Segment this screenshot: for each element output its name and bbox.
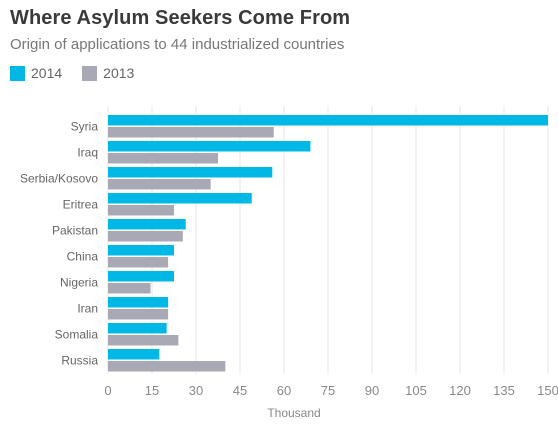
bar-2014-somalia <box>108 323 167 334</box>
bar-2014-pakistan <box>108 219 186 230</box>
category-label: Serbia/Kosovo <box>20 172 98 186</box>
x-tick-label: 135 <box>493 383 515 398</box>
bar-2014-russia <box>108 349 159 360</box>
x-tick-label: 45 <box>233 383 247 398</box>
bar-2014-nigeria <box>108 271 174 282</box>
bar-2014-serbia-kosovo <box>108 167 272 178</box>
bar-2013-eritrea <box>108 205 174 216</box>
bar-2013-syria <box>108 127 274 138</box>
bar-2014-eritrea <box>108 193 252 204</box>
category-label: China <box>67 250 99 264</box>
category-label: Somalia <box>55 328 99 342</box>
bar-2013-russia <box>108 361 225 372</box>
category-label: Eritrea <box>63 198 99 212</box>
x-tick-label: 150 <box>537 383 558 398</box>
x-tick-label: 105 <box>405 383 427 398</box>
x-tick-label: 60 <box>277 383 291 398</box>
bar-2013-nigeria <box>108 283 151 294</box>
bar-2014-iran <box>108 297 168 308</box>
category-label: Russia <box>61 354 98 368</box>
x-tick-label: 75 <box>321 383 335 398</box>
bar-2014-syria <box>108 115 548 126</box>
category-label: Pakistan <box>52 224 98 238</box>
category-label: Nigeria <box>60 276 98 290</box>
x-tick-label: 90 <box>365 383 379 398</box>
x-tick-label: 120 <box>449 383 471 398</box>
bar-2014-china <box>108 245 174 256</box>
category-label: Iran <box>77 302 98 316</box>
bar-2013-iran <box>108 309 168 320</box>
bar-2013-china <box>108 257 168 268</box>
bar-2013-serbia-kosovo <box>108 179 211 190</box>
bar-2013-somalia <box>108 335 178 346</box>
bar-2014-iraq <box>108 141 310 152</box>
x-tick-label: 0 <box>104 383 111 398</box>
x-tick-label: 15 <box>145 383 159 398</box>
bar-2013-iraq <box>108 153 218 164</box>
x-axis-label: Thousand <box>267 406 320 420</box>
x-tick-label: 30 <box>189 383 203 398</box>
category-label: Iraq <box>77 146 98 160</box>
category-label: Syria <box>71 120 99 134</box>
bar-2013-pakistan <box>108 231 183 242</box>
